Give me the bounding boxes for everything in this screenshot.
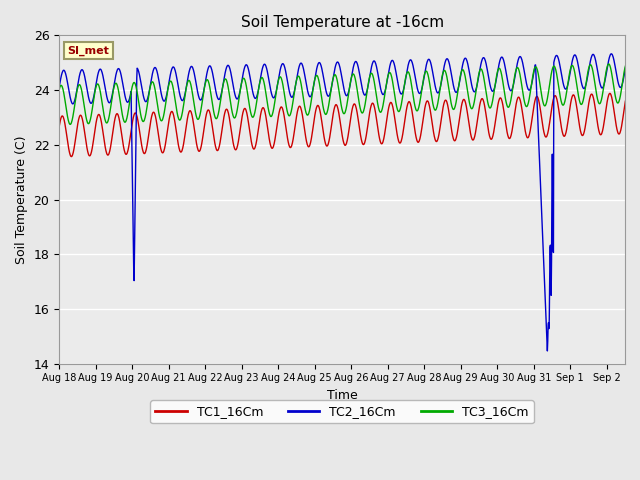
TC3_16Cm: [623, 60, 631, 66]
TC2_16Cm: [336, 65, 344, 71]
TC1_16Cm: [575, 120, 583, 125]
TC1_16Cm: [624, 90, 632, 96]
Text: SI_met: SI_met: [68, 46, 109, 56]
TC3_16Cm: [632, 99, 640, 105]
TC3_16Cm: [337, 97, 344, 103]
TC3_16Cm: [147, 82, 155, 87]
TC1_16Cm: [67, 154, 75, 159]
TC3_16Cm: [575, 96, 583, 101]
TC2_16Cm: [325, 93, 333, 99]
TC2_16Cm: [575, 66, 583, 72]
TC2_16Cm: [147, 82, 154, 87]
TC3_16Cm: [67, 121, 74, 127]
TC1_16Cm: [147, 118, 155, 123]
Line: TC3_16Cm: TC3_16Cm: [59, 63, 640, 124]
TC3_16Cm: [326, 98, 333, 104]
TC3_16Cm: [55, 87, 63, 93]
TC1_16Cm: [326, 136, 333, 142]
Line: TC2_16Cm: TC2_16Cm: [59, 53, 640, 351]
X-axis label: Time: Time: [326, 389, 358, 402]
TC3_16Cm: [490, 94, 497, 99]
TC2_16Cm: [543, 348, 551, 354]
TC1_16Cm: [490, 131, 497, 137]
TC2_16Cm: [55, 84, 63, 90]
TC2_16Cm: [489, 88, 497, 94]
TC1_16Cm: [337, 120, 344, 126]
Line: TC1_16Cm: TC1_16Cm: [59, 93, 640, 156]
TC1_16Cm: [632, 130, 640, 135]
Legend: TC1_16Cm, TC2_16Cm, TC3_16Cm: TC1_16Cm, TC2_16Cm, TC3_16Cm: [150, 400, 534, 423]
TC2_16Cm: [626, 50, 634, 56]
Title: Soil Temperature at -16cm: Soil Temperature at -16cm: [241, 15, 444, 30]
Y-axis label: Soil Temperature (C): Soil Temperature (C): [15, 135, 28, 264]
TC1_16Cm: [55, 124, 63, 130]
TC2_16Cm: [632, 79, 640, 85]
